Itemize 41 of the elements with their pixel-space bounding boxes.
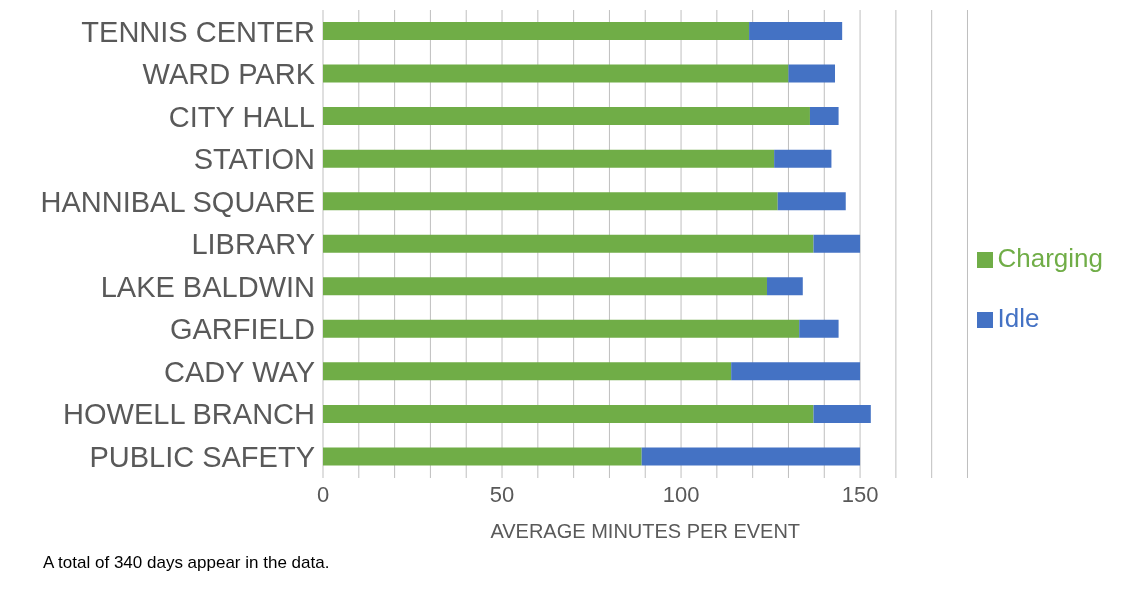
y-tick-label: LAKE BALDWIN — [100, 270, 315, 303]
x-axis-title: AVERAGE MINUTES PER EVENT — [490, 520, 801, 542]
y-tick-label: HOWELL BRANCH — [63, 398, 315, 431]
bar — [323, 319, 800, 338]
y-tick-label: CITY HALL — [168, 100, 315, 133]
bar — [799, 319, 839, 338]
y-tick-label: STATION — [193, 143, 315, 176]
bar — [323, 107, 810, 126]
bar — [323, 447, 642, 466]
bar — [323, 277, 767, 296]
bar — [774, 149, 832, 168]
legend-label: Idle — [997, 303, 1040, 333]
bar — [323, 192, 778, 211]
y-tick-label: WARD PARK — [142, 58, 316, 91]
bar — [749, 22, 843, 40]
text: A total of 340 days appear in the data. — [43, 553, 330, 573]
bar — [813, 234, 861, 253]
bar — [788, 64, 836, 83]
bar — [813, 404, 871, 423]
bar — [766, 277, 803, 296]
y-tick-label: HANNIBAL SQUARE — [40, 185, 315, 218]
bar — [323, 22, 750, 40]
bar — [641, 447, 861, 466]
y-tick-label: TENNIS CENTER — [81, 15, 315, 48]
bar — [777, 192, 846, 211]
bar — [323, 149, 775, 168]
legend-label: Charging — [997, 243, 1103, 273]
y-tick-label: PUBLIC SAFETY — [89, 441, 315, 474]
x-tick-label: 100 — [662, 481, 700, 507]
y-tick-label: GARFIELD — [169, 313, 315, 346]
y-tick-label: CADY WAY — [164, 355, 315, 388]
y-tick-label: LIBRARY — [191, 228, 315, 261]
x-tick-label: 0 — [316, 481, 330, 507]
x-tick-label: 150 — [841, 481, 879, 507]
bar — [323, 362, 732, 381]
bar — [323, 64, 789, 83]
bar — [323, 404, 814, 423]
x-tick-label: 50 — [489, 481, 515, 507]
bar — [809, 107, 839, 126]
bar — [323, 234, 814, 253]
bar — [731, 362, 861, 381]
